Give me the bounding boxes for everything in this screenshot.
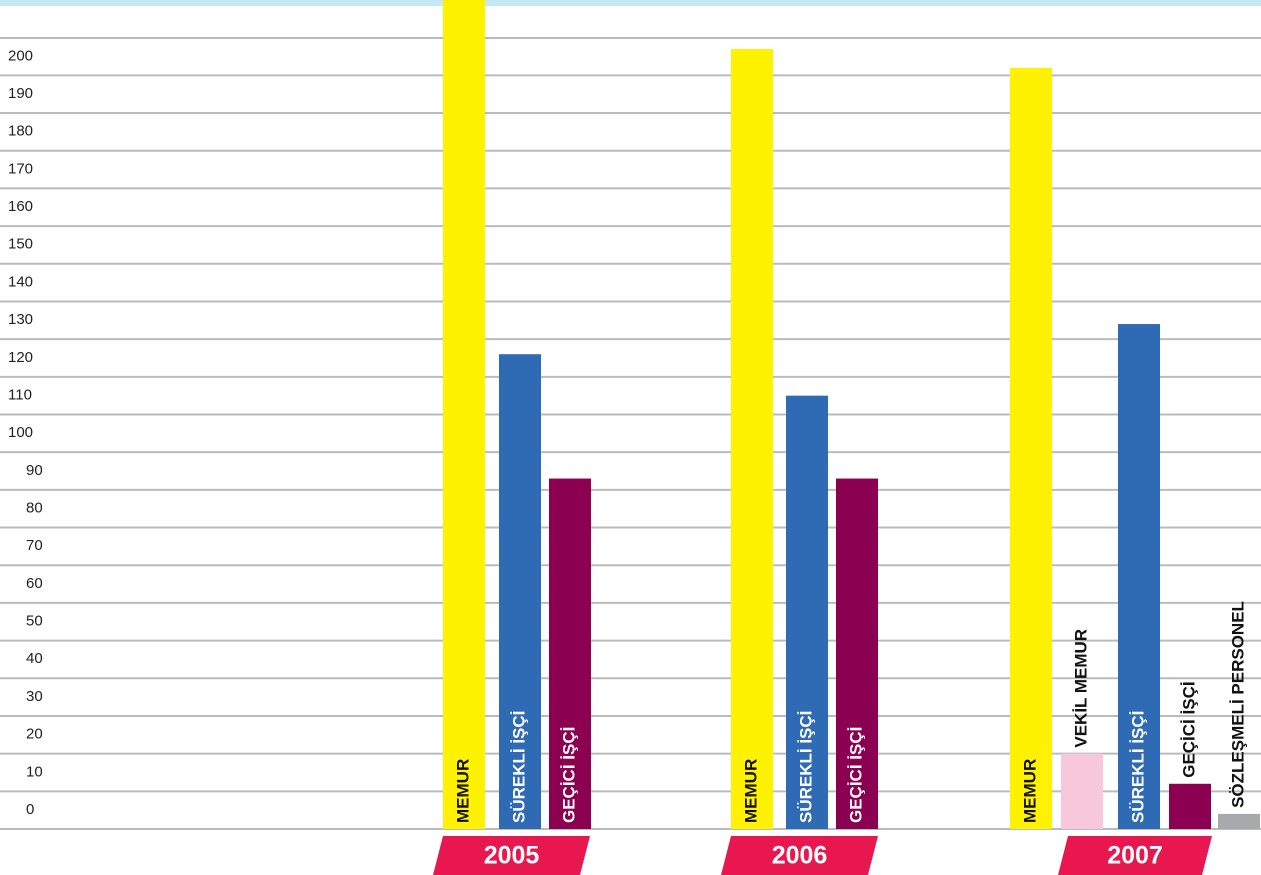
bar — [1010, 67, 1052, 829]
y-tick-label: 0 — [26, 801, 34, 818]
year-badge — [721, 836, 878, 875]
y-tick-label: 10 — [26, 763, 43, 780]
bar-label: GEÇİCİ İŞÇİ — [1179, 681, 1198, 777]
bar — [499, 354, 541, 829]
y-tick-label: 100 — [8, 424, 33, 441]
bar — [1061, 753, 1103, 829]
year-label: 2007 — [1107, 842, 1163, 870]
bar-label: SÜREKLİ İŞÇİ — [509, 711, 528, 823]
bar-label: SÜREKLİ İŞÇİ — [1128, 711, 1147, 823]
y-tick-label: 180 — [8, 123, 33, 140]
bar — [836, 478, 878, 829]
y-tick-label: 130 — [8, 311, 33, 328]
y-tick-label: 150 — [8, 236, 33, 253]
y-tick-label: 170 — [8, 160, 33, 177]
y-tick-label: 160 — [8, 198, 33, 215]
year-badge — [1058, 836, 1212, 875]
bar-label: MEMUR — [453, 759, 472, 823]
y-tick-label: 200 — [8, 47, 33, 64]
bar-label: GEÇİCİ İŞÇİ — [559, 727, 578, 823]
bar-label: SÖZLEŞMELİ PERSONEL — [1228, 601, 1247, 808]
bar — [1118, 324, 1160, 829]
y-tick-label: 70 — [26, 537, 43, 554]
y-tick-label: 40 — [26, 650, 43, 667]
bar-label: MEMUR — [1020, 759, 1039, 823]
y-tick-label: 90 — [26, 462, 43, 479]
bar — [1218, 813, 1260, 829]
bar — [786, 395, 828, 829]
bar — [549, 478, 591, 829]
bar — [731, 48, 773, 829]
bar — [1169, 783, 1211, 829]
y-tick-label: 120 — [8, 349, 33, 366]
y-tick-label: 80 — [26, 500, 43, 517]
y-tick-label: 140 — [8, 273, 33, 290]
y-tick-label: 20 — [26, 726, 43, 743]
top-band — [0, 0, 1261, 6]
bar — [443, 0, 485, 829]
year-label: 2005 — [484, 842, 540, 870]
bar-label: MEMUR — [741, 759, 760, 823]
bar-label: SÜREKLİ İŞÇİ — [796, 711, 815, 823]
y-tick-label: 30 — [26, 688, 43, 705]
y-tick-label: 50 — [26, 613, 43, 630]
year-label: 2006 — [772, 842, 828, 870]
bar-label: VEKİL MEMUR — [1071, 629, 1090, 748]
year-badge — [433, 836, 590, 875]
bar-label: GEÇİCİ İŞÇİ — [846, 727, 865, 823]
y-tick-label: 110 — [8, 386, 32, 403]
y-tick-label: 60 — [26, 575, 43, 592]
y-tick-label: 190 — [8, 85, 33, 102]
